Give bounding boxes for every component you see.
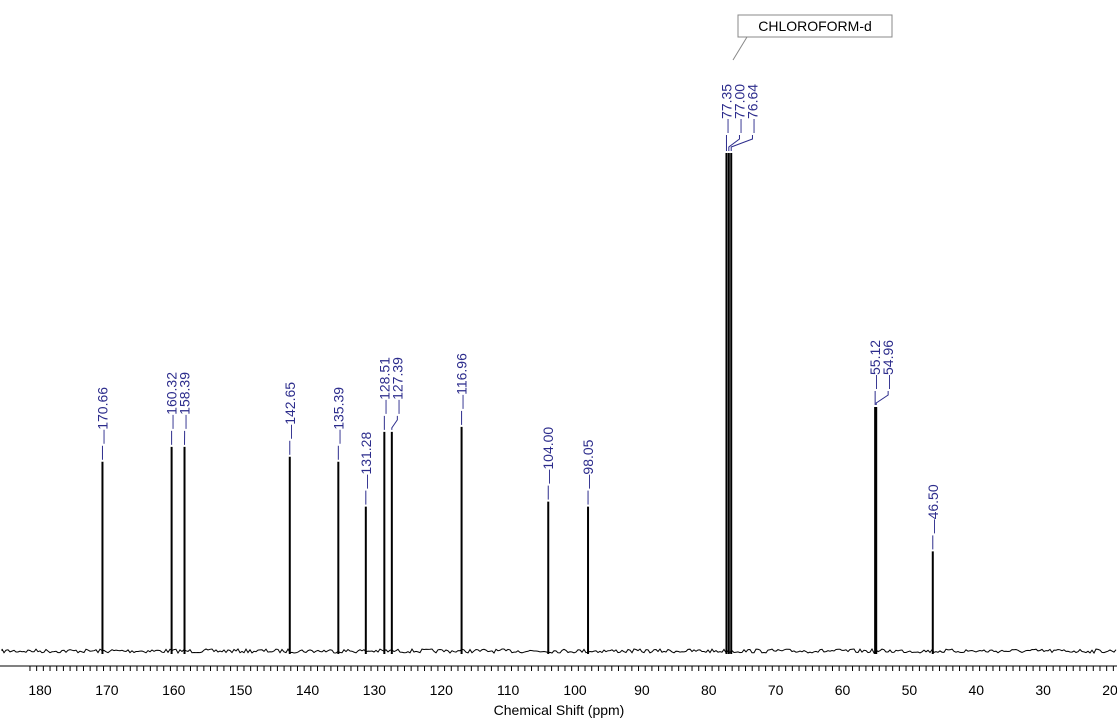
x-tick-label: 140 [296, 682, 320, 698]
x-tick-label: 60 [835, 682, 851, 698]
peak-label: —46.50 [925, 484, 941, 533]
x-tick-label: 120 [430, 682, 454, 698]
peak-label: —158.39 [177, 372, 193, 429]
x-tick-label: 70 [768, 682, 784, 698]
peak-label: —135.39 [330, 387, 346, 444]
x-tick-label: 170 [95, 682, 119, 698]
peak-label: —116.96 [454, 353, 470, 409]
x-tick-label: 130 [363, 682, 387, 698]
x-axis-title: Chemical Shift (ppm) [494, 702, 625, 718]
peak-label: —104.00 [540, 427, 556, 484]
solvent-label: CHLOROFORM-d [758, 18, 872, 34]
peak-label-connector [391, 415, 398, 430]
peak-label-connector [875, 390, 889, 405]
baseline-trace [1, 647, 1117, 655]
peak-label-connector [728, 135, 740, 151]
peak-label: —142.65 [282, 382, 298, 439]
x-tick-label: 20 [1102, 682, 1117, 698]
baseline-noise [1, 647, 1117, 655]
x-tick-label: 150 [229, 682, 253, 698]
peak-label: —76.64 [744, 84, 760, 133]
peak-label: —77.00 [731, 84, 747, 133]
peak-labels: —170.66 —160.32—158.39 —142.65 —135.39 —131.… [94, 84, 941, 550]
x-tick-label: 100 [563, 682, 587, 698]
peak-label: —131.28 [358, 432, 374, 489]
x-tick-label: 90 [634, 682, 650, 698]
peak-label-connector [730, 135, 753, 151]
peak-label: —160.32 [164, 372, 180, 429]
solvent-annotation: CHLOROFORM-d [732, 14, 893, 61]
peak-label: —54.96 [880, 340, 896, 389]
peak-label: —127.39 [389, 357, 405, 414]
solvent-label-box [737, 14, 893, 38]
x-tick-label: 30 [1035, 682, 1051, 698]
x-tick-label: 40 [968, 682, 984, 698]
peak-label: —77.35 [718, 84, 734, 133]
x-tick-label: 50 [902, 682, 918, 698]
x-tick-label: 110 [497, 682, 520, 698]
x-tick-label: 160 [162, 682, 186, 698]
peak-label: —98.05 [580, 439, 596, 488]
peak-label: —55.12 [867, 340, 883, 389]
x-axis: 180 170 160 150 140 130 120 110 100 90 80 70 60 50 40 3… [0, 665, 1117, 698]
peak-label: —170.66 [94, 387, 110, 444]
peak-label: —128.51 [376, 357, 392, 414]
x-tick-label: 180 [28, 682, 52, 698]
x-tick-label: 80 [701, 682, 717, 698]
peaks [101, 153, 934, 654]
solvent-leader-line [732, 36, 748, 61]
